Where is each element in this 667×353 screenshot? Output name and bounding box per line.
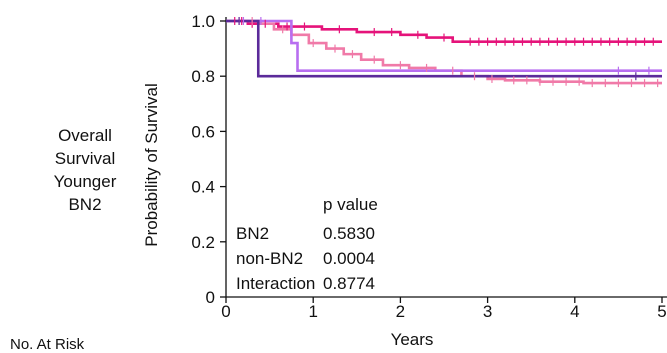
p-value-header: p value (323, 195, 378, 214)
survival-curves (226, 19, 662, 85)
side-label-line-2: Survival (54, 149, 116, 168)
panel-side-label: Overall Survival Younger BN2 (40, 124, 130, 216)
p-row-label-non-bn2: non-BN2 (236, 249, 303, 268)
side-label-line-3: Younger (53, 172, 117, 191)
at-risk-label: No. At Risk (10, 336, 85, 353)
y-tick-label: 0.6 (191, 122, 215, 141)
survival-curve-3 (226, 19, 662, 72)
p-row-label-bn2: BN2 (236, 224, 269, 243)
y-tick-label: 1.0 (191, 12, 215, 31)
p-value-table: p value BN2 0.5830 non-BN2 0.0004 Intera… (236, 195, 378, 293)
x-tick-label: 0 (221, 302, 230, 321)
y-axis-label: Probability of Survival (142, 83, 161, 246)
x-tick-label: 5 (657, 302, 666, 321)
y-tick-label: 0.4 (191, 178, 215, 197)
y-tick-label: 0.8 (191, 67, 215, 86)
censor-marks (234, 17, 659, 88)
x-tick-label: 4 (570, 302, 579, 321)
p-row-value-interaction: 0.8774 (323, 274, 375, 293)
x-axis-label: Years (391, 330, 434, 349)
x-tick-label: 2 (396, 302, 405, 321)
y-tick-label: 0.2 (191, 233, 215, 252)
axes: 0 0.2 0.4 0.6 0.8 1.0 0 1 2 3 4 5 (191, 12, 667, 321)
side-label-line-1: Overall (58, 126, 112, 145)
side-label-line-4: BN2 (68, 195, 102, 214)
p-row-label-interaction: Interaction (236, 274, 315, 293)
x-tick-label: 1 (308, 302, 317, 321)
x-tick-label: 3 (483, 302, 492, 321)
y-tick-label: 0 (206, 288, 215, 307)
p-row-value-bn2: 0.5830 (323, 224, 375, 243)
p-row-value-non-bn2: 0.0004 (323, 249, 375, 268)
